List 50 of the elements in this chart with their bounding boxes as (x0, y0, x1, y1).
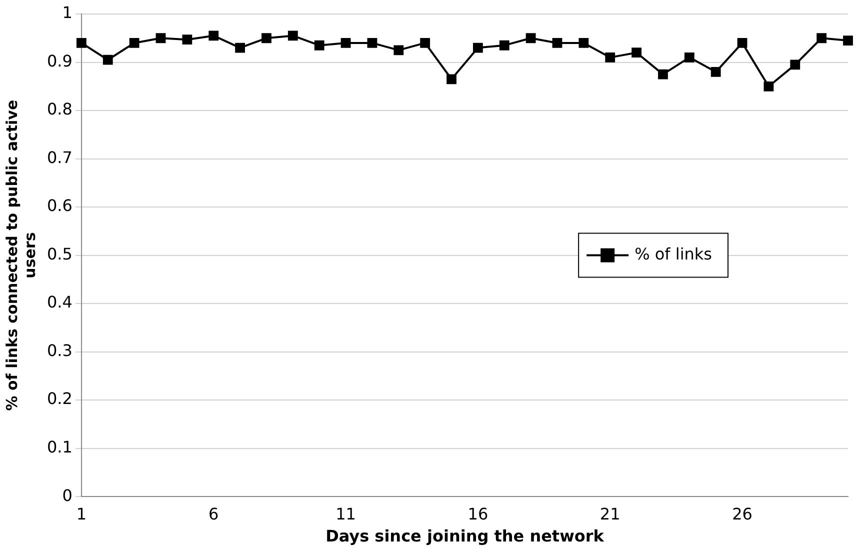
y-tick-label: 0.8 (46, 100, 72, 119)
point (552, 38, 562, 48)
point (446, 74, 456, 84)
x-tick-label: 6 (208, 504, 219, 524)
point (472, 42, 483, 53)
point (340, 38, 351, 48)
point (262, 33, 272, 44)
point (367, 38, 378, 48)
point (578, 38, 589, 48)
y-tick-label: 0.5 (46, 244, 72, 264)
y-tick-label: 0.2 (46, 389, 72, 408)
x-tick-label: 1 (76, 504, 87, 524)
x-axis-title: Days since joining the network (326, 526, 604, 546)
point (235, 42, 245, 53)
x-tick-label: 26 (732, 504, 752, 524)
x-tick-label: 21 (600, 504, 620, 524)
point (288, 30, 298, 41)
point (499, 40, 510, 50)
point (764, 81, 774, 92)
legend-label: % of links (634, 244, 712, 264)
y-tick-label: 0.4 (46, 292, 72, 312)
point (843, 36, 853, 46)
point (816, 33, 827, 44)
point (420, 38, 430, 48)
point (102, 54, 113, 65)
y-tick-label: 0 (62, 486, 72, 505)
point (526, 33, 536, 44)
point (314, 40, 324, 50)
point (156, 33, 166, 44)
y-tick-label: 0.3 (46, 340, 72, 360)
point (710, 66, 721, 77)
point (182, 34, 192, 45)
point (129, 38, 140, 48)
point (208, 30, 219, 41)
point (737, 38, 748, 48)
y-tick-label: 0.9 (46, 51, 72, 70)
y-tick-label: 0.1 (46, 437, 72, 456)
x-tick-label: 16 (468, 504, 488, 524)
y-tick-label: 0.6 (46, 196, 72, 216)
point (605, 52, 616, 62)
y-tick-label: 0.7 (46, 148, 72, 167)
point (790, 60, 800, 70)
y-tick-label: 1 (62, 3, 72, 22)
point (632, 48, 642, 58)
point (394, 45, 404, 56)
point (684, 52, 694, 62)
y-axis-title: % of links connected to public active users (2, 100, 39, 411)
x-tick-label: 11 (336, 504, 356, 524)
point (658, 69, 668, 80)
point (76, 38, 86, 48)
